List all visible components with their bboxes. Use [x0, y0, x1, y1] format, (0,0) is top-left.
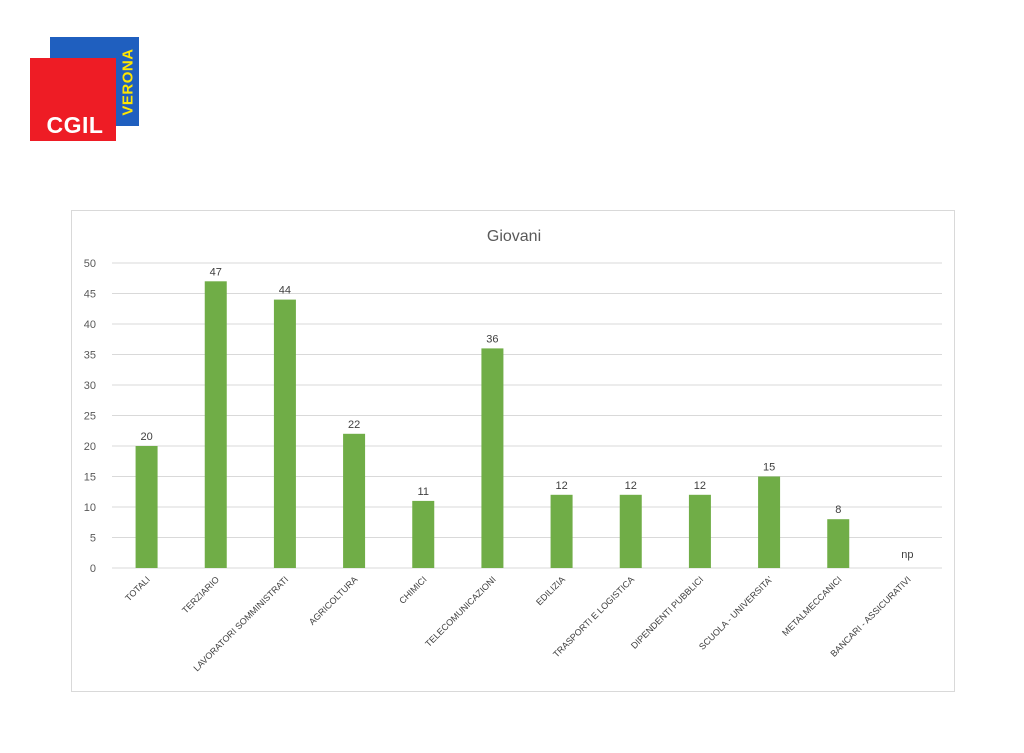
data-label: 22 [348, 419, 360, 431]
data-label: 8 [835, 504, 841, 516]
bar [481, 348, 504, 568]
y-tick-label: 30 [84, 380, 96, 392]
bar [204, 281, 227, 568]
bar-chart: Giovani 0 5 10 15 20 25 30 35 40 45 50 20 TOTALI 47 TER… [84, 228, 942, 673]
y-tick-label: 40 [84, 319, 96, 331]
data-label: 12 [625, 480, 637, 492]
logo-text-verona: VERONA [119, 48, 137, 116]
data-label: np [901, 549, 913, 561]
cgil-verona-logo: CGIL VERONA [28, 36, 142, 142]
y-tick-label: 50 [84, 258, 96, 270]
y-tick-label: 45 [84, 289, 96, 301]
bar [135, 446, 158, 568]
category-label: TRASPORTI E LOGISTICA [551, 574, 636, 659]
category-label: METALMECCANICI [780, 574, 844, 638]
category-label: TERZIARIO [180, 574, 221, 615]
bar [619, 494, 642, 568]
data-label: 44 [279, 285, 291, 297]
category-label: AGRICOLTURA [307, 574, 360, 627]
data-label: 12 [555, 480, 567, 492]
data-label: 47 [210, 266, 222, 278]
category-label: CHIMICI [397, 574, 428, 605]
y-tick-label: 15 [84, 472, 96, 484]
y-tick-label: 35 [84, 350, 96, 362]
y-tick-label: 25 [84, 411, 96, 423]
data-label: 11 [418, 486, 429, 498]
bar [688, 494, 711, 568]
y-tick-label: 5 [90, 533, 96, 545]
logo-text-cgil: CGIL [46, 112, 104, 138]
data-label: 36 [486, 333, 498, 345]
chart-panel: Giovani 0 5 10 15 20 25 30 35 40 45 50 20 TOTALI 47 TER… [71, 210, 955, 692]
bar [827, 519, 850, 568]
bar [550, 494, 573, 568]
bar [412, 500, 435, 568]
data-label: 12 [694, 480, 706, 492]
category-label: BANCARI - ASSICURATIVI [828, 574, 912, 658]
logo-red-square [30, 58, 116, 141]
y-tick-label: 0 [90, 563, 96, 575]
bar [343, 433, 366, 568]
chart-title: Giovani [487, 228, 541, 245]
category-label: DIPENDENTI PUBBLICI [629, 574, 705, 650]
category-label: TELECOMUNICAZIONI [423, 574, 498, 649]
data-label: 20 [140, 431, 152, 443]
y-tick-label: 10 [84, 502, 96, 514]
category-label: TOTALI [123, 574, 152, 603]
bar [273, 299, 296, 568]
y-tick-label: 20 [84, 441, 96, 453]
category-label: SCUOLA - UNIVERSITA' [697, 574, 775, 652]
bar [758, 476, 781, 568]
data-label: 15 [763, 462, 775, 474]
category-label: EDILIZIA [534, 574, 567, 607]
